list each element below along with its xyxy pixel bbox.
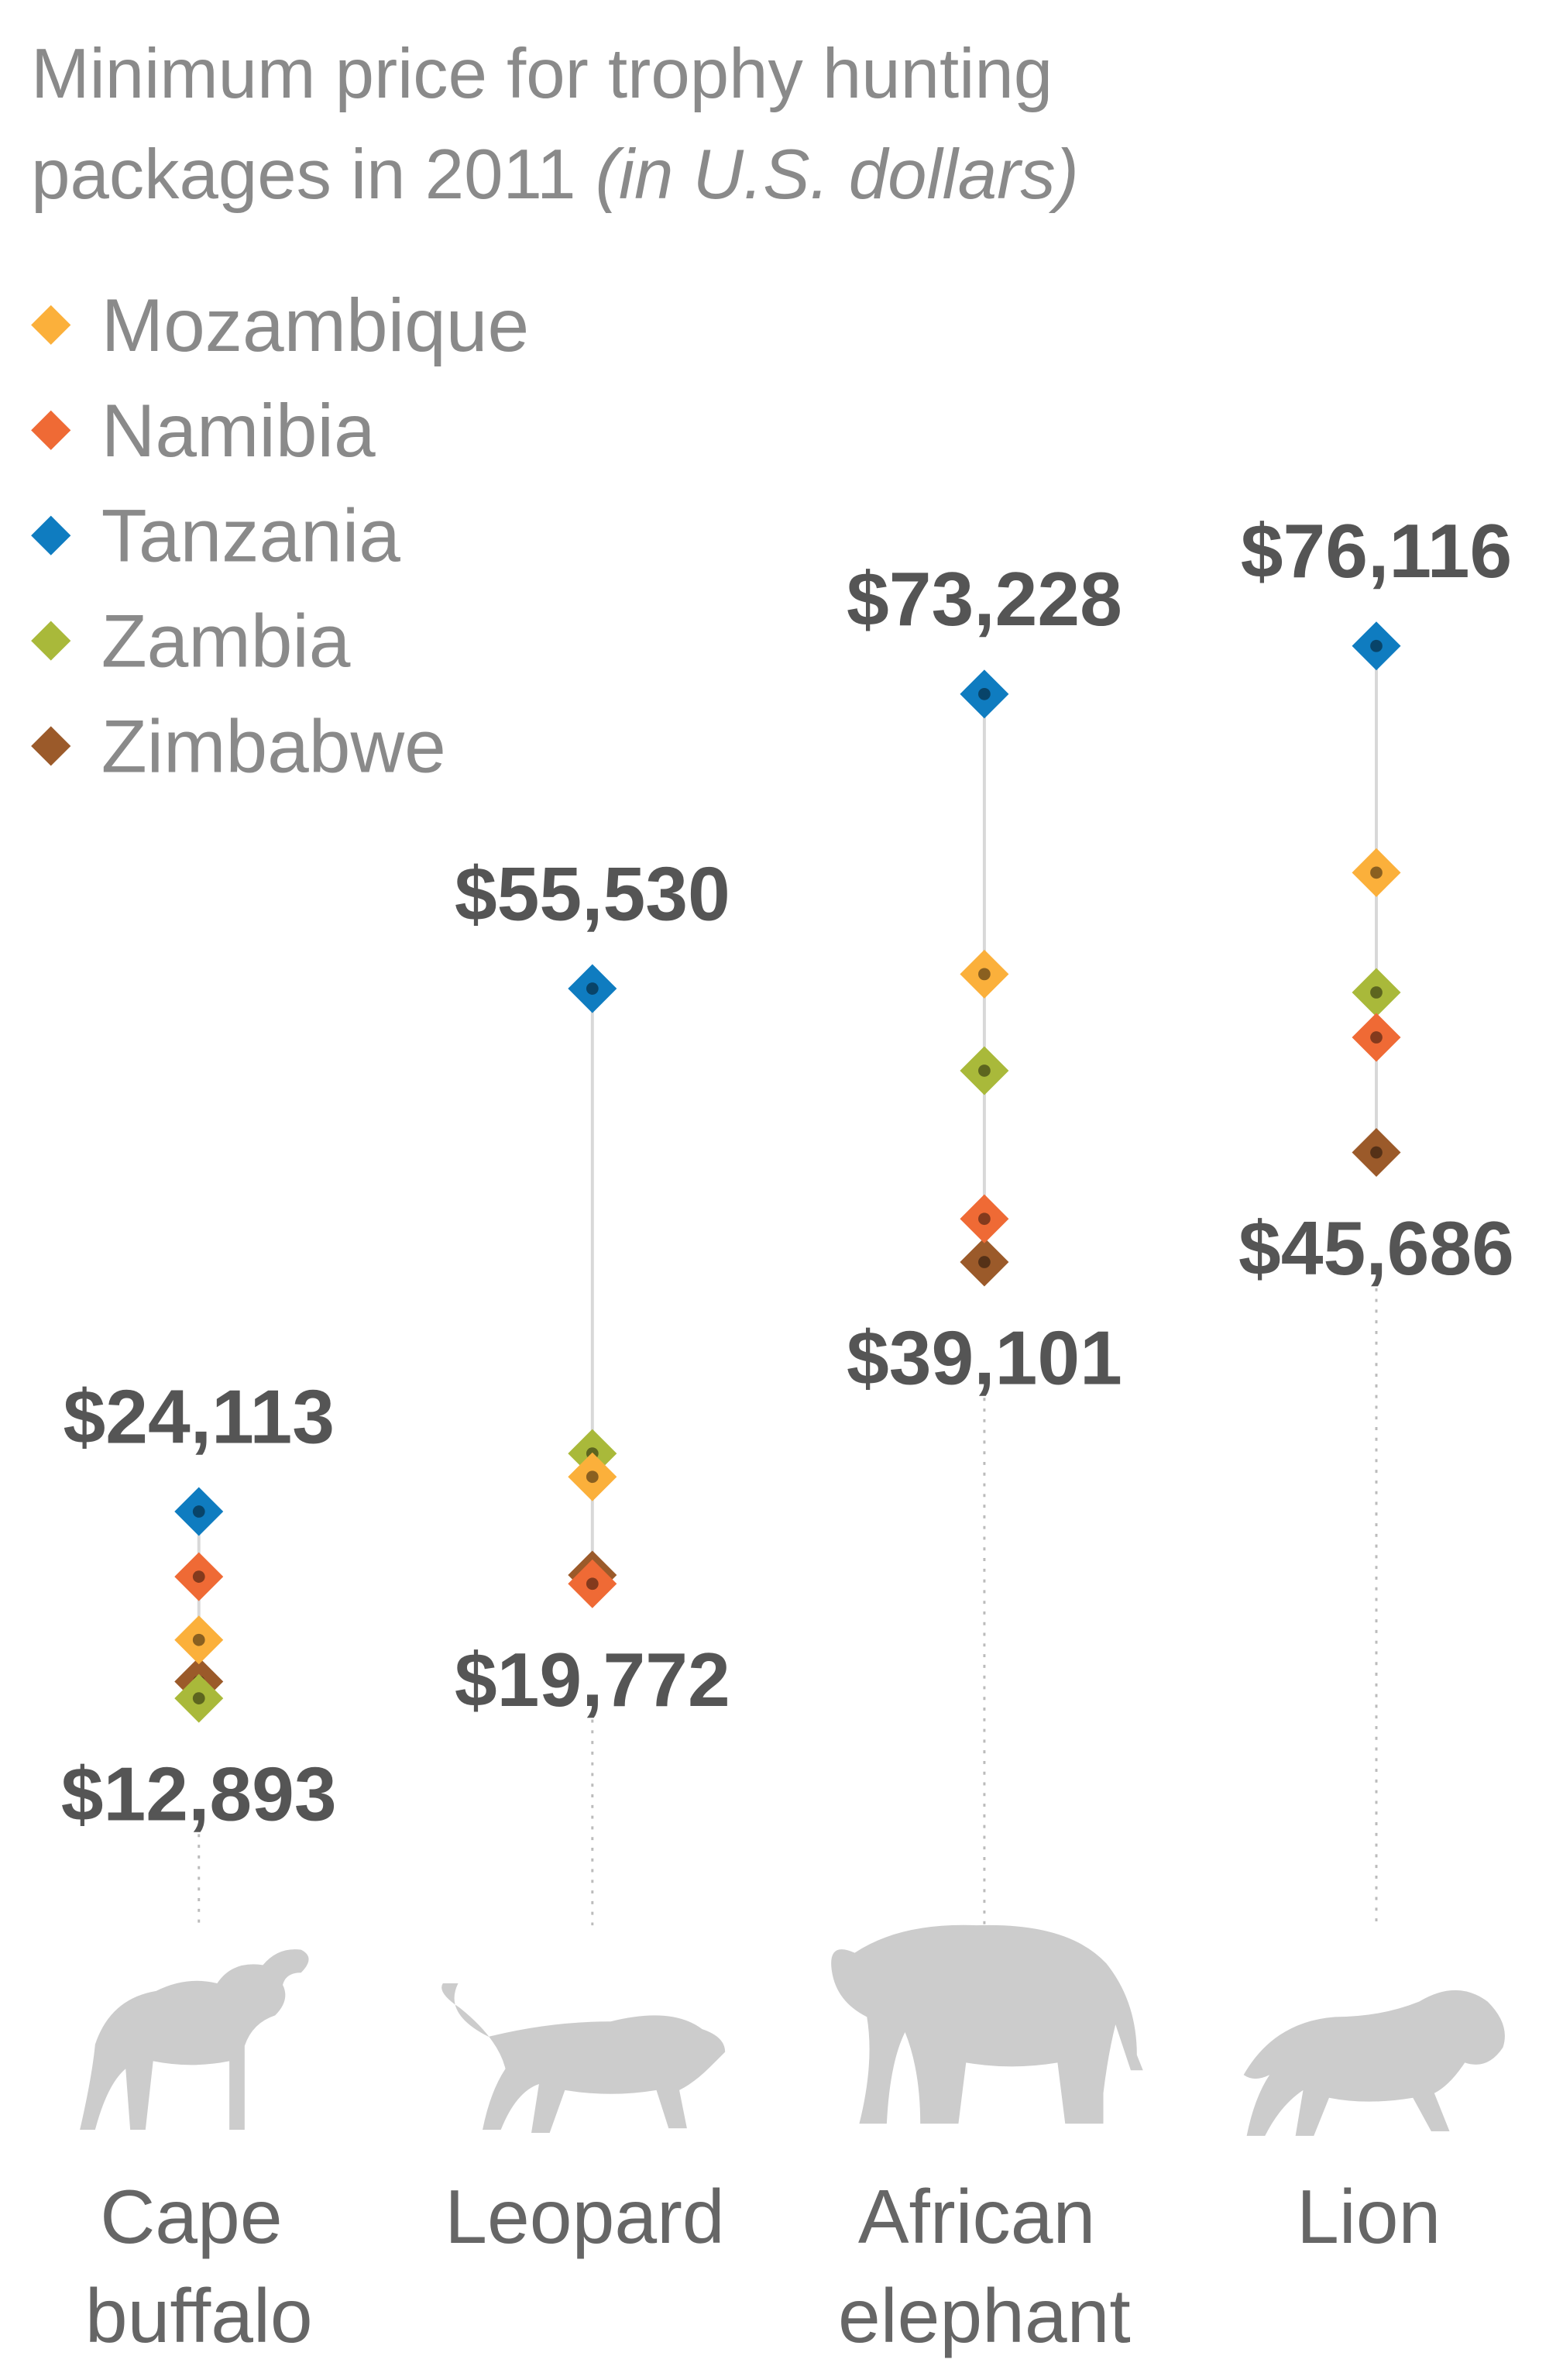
leopard-icon xyxy=(441,1983,726,2133)
buffalo-icon xyxy=(80,1949,309,2131)
min-value-label: $45,686 xyxy=(1238,1205,1514,1291)
legend-label: Namibia xyxy=(101,390,376,473)
max-value-label: $73,228 xyxy=(847,556,1122,641)
point-dot xyxy=(1370,639,1383,652)
point-dot xyxy=(1370,1146,1383,1159)
point-dot xyxy=(586,982,599,995)
point-dot xyxy=(1370,986,1383,999)
chart-unit: (in U.S. dollars) xyxy=(596,136,1079,214)
min-value-label: $19,772 xyxy=(455,1637,730,1722)
chart-title-line2: packages in 2011 (in U.S. dollars) xyxy=(31,136,1079,214)
legend-label: Tanzania xyxy=(101,495,401,578)
point-dot xyxy=(978,1212,991,1226)
category-3: $76,116 $45,686 Lion xyxy=(1238,508,1514,2259)
legend-label: Zimbabwe xyxy=(101,705,446,788)
category-0: $24,113 $12,893 Cape buffalo xyxy=(61,1374,337,2358)
lion-icon xyxy=(1243,1990,1505,2136)
category-label-line2: buffalo xyxy=(85,2273,313,2358)
max-value-label: $76,116 xyxy=(1241,508,1512,593)
point-dot xyxy=(978,968,991,981)
legend-item-mozambique: Mozambique xyxy=(31,284,529,367)
legend-diamond-icon xyxy=(31,515,71,555)
category-label: African xyxy=(858,2174,1095,2259)
legend-item-tanzania: Tanzania xyxy=(31,495,400,578)
category-2: $73,228 $39,101 African elephant xyxy=(831,556,1143,2358)
point-tanzania xyxy=(1352,621,1401,671)
point-dot xyxy=(978,687,991,700)
category-label: Lion xyxy=(1297,2174,1441,2259)
chart-title: Minimum price for trophy hunting xyxy=(31,35,1053,113)
elephant-icon xyxy=(831,1924,1143,2124)
point-namibia xyxy=(174,1552,224,1601)
legend-item-zambia: Zambia xyxy=(31,600,351,683)
category-label-line2: elephant xyxy=(838,2273,1131,2358)
point-dot xyxy=(586,1470,599,1484)
point-dot xyxy=(978,1256,991,1268)
point-dot xyxy=(192,1505,205,1518)
point-namibia xyxy=(1352,1013,1401,1062)
legend-item-namibia: Namibia xyxy=(31,390,376,473)
legend: Mozambique Namibia Tanzania Zambia Zimbabwe xyxy=(31,284,529,788)
point-zambia xyxy=(174,1673,224,1723)
legend-diamond-icon xyxy=(31,410,71,450)
plot-area: $24,113 $12,893 Cape buffalo $55,530 $19,772 L… xyxy=(61,508,1514,2358)
min-value-label: $39,101 xyxy=(847,1316,1122,1401)
point-dot xyxy=(1370,866,1383,879)
category-1: $55,530 $19,772 Leopard xyxy=(441,851,730,2259)
point-dot xyxy=(1370,1031,1383,1044)
point-dot xyxy=(586,1577,599,1591)
legend-diamond-icon xyxy=(31,621,71,661)
min-value-label: $12,893 xyxy=(61,1752,337,1837)
point-namibia xyxy=(568,1559,617,1608)
point-dot xyxy=(192,1633,205,1646)
legend-label: Zambia xyxy=(101,600,351,683)
category-label: Cape xyxy=(100,2174,282,2259)
point-dot xyxy=(978,1064,991,1077)
legend-label: Mozambique xyxy=(101,284,529,367)
point-tanzania xyxy=(174,1487,224,1536)
legend-diamond-icon xyxy=(31,304,71,346)
legend-item-zimbabwe: Zimbabwe xyxy=(31,705,446,788)
max-value-label: $24,113 xyxy=(64,1374,335,1459)
point-dot xyxy=(192,1692,205,1704)
category-label: Leopard xyxy=(445,2174,724,2259)
legend-diamond-icon xyxy=(31,726,71,766)
point-dot xyxy=(192,1570,205,1583)
max-value-label: $55,530 xyxy=(455,851,730,936)
point-mozambique xyxy=(174,1615,224,1665)
